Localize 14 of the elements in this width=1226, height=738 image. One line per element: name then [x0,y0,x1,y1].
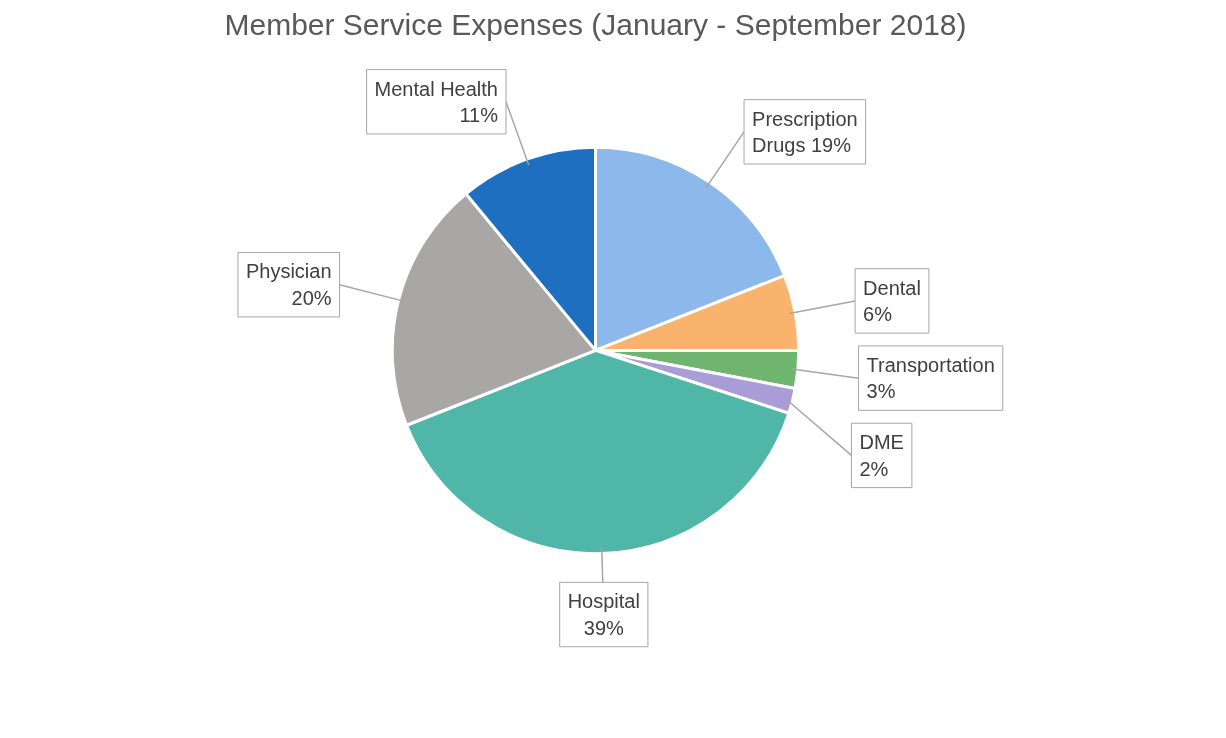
slice-label: DME [859,431,904,454]
data-label: 3% [866,380,896,403]
slice-label: Mental Health [374,77,498,100]
slice-label: Dental [863,276,921,299]
data-label: 39% [583,616,625,639]
chart-title: Member Service Expenses (January - September 2018) [224,7,967,41]
data-label: 2% [859,457,889,480]
slice-label: Hospital [567,590,640,613]
slice-label: Prescription Drugs 19% [752,107,858,157]
slice-label: Transportation [866,353,995,376]
data-label: 20% [291,286,332,309]
data-label: 11% [459,103,499,126]
slice-label: Physician [245,260,332,283]
data-label: 6% [863,303,893,326]
